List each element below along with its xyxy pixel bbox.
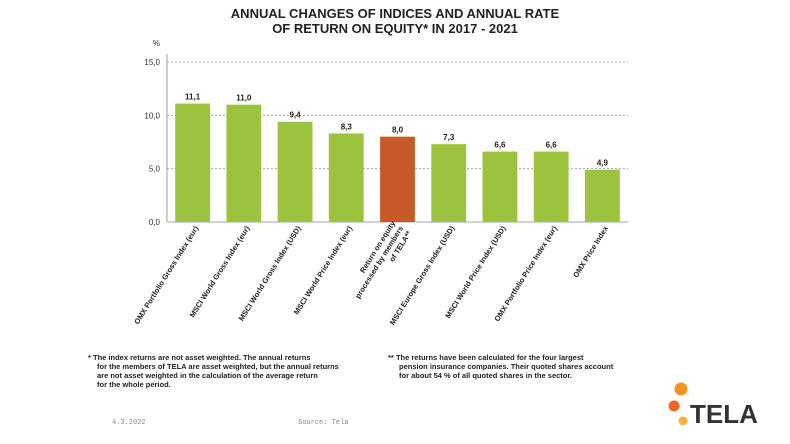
- bar: [431, 144, 467, 222]
- y-axis-label: %: [153, 39, 160, 48]
- data-label: 4,9: [597, 159, 609, 168]
- tela-logo: TELA: [668, 382, 758, 429]
- footnote-right-line: for about 54 % of all quoted shares in t…: [399, 371, 572, 380]
- data-label: 6,6: [494, 141, 506, 150]
- source-label: Source: Tela: [298, 419, 349, 427]
- data-label: 7,3: [443, 133, 455, 142]
- x-tick-label: MSCI World Gross Index (eur): [188, 224, 252, 319]
- footnote-left-line: for the whole period.: [97, 380, 171, 389]
- footnote-right-line: pension insurance companies. Their quote…: [399, 362, 614, 371]
- chart-title-line-1: ANNUAL CHANGES OF INDICES AND ANNUAL RAT…: [230, 6, 560, 21]
- data-label: 11,1: [185, 93, 201, 102]
- bar: [533, 151, 569, 222]
- x-tick-label-line: MSCI World Price Index (USD): [443, 224, 508, 320]
- footnote-left: * The index returns are not asset weight…: [88, 353, 339, 389]
- footnote-left-marker: *: [88, 353, 91, 362]
- chart-title-line-2: OF RETURN ON EQUITY* IN 2017 - 2021: [272, 21, 518, 36]
- bar: [226, 104, 262, 222]
- x-tick-label: OMX Portfolio Price Index (eur): [492, 224, 559, 323]
- footnote-right: ** The returns have been calculated for …: [388, 353, 613, 380]
- footnote-left-line: for the members of TELA are asset weight…: [97, 362, 339, 371]
- data-label: 9,4: [289, 111, 301, 120]
- y-tick-label: 15,0: [144, 58, 160, 67]
- chart-title: ANNUAL CHANGES OF INDICES AND ANNUAL RAT…: [0, 6, 790, 36]
- bar: [380, 136, 415, 222]
- data-label: 6,6: [546, 141, 558, 150]
- y-tick-label: 10,0: [144, 111, 160, 120]
- x-tick-label-line: OMX Price Index: [571, 224, 610, 280]
- x-tick-label: MSCI World Price Index (USD): [443, 224, 508, 320]
- data-label: 8,0: [392, 126, 404, 135]
- x-tick-label-line: OMX Portfolio Price Index (eur): [492, 224, 559, 323]
- logo-dot-top: [674, 382, 688, 396]
- footnote-left-line: The index returns are not asset weighted…: [93, 353, 311, 362]
- y-tick-label: 5,0: [149, 165, 161, 174]
- bar: [328, 133, 364, 222]
- date-label: 4.3.2022: [112, 419, 146, 427]
- x-tick-label: OMX Price Index: [571, 224, 610, 280]
- data-label: 8,3: [341, 122, 353, 131]
- footnote-right-line: The returns have been calculated for the…: [395, 353, 584, 362]
- x-tick-label-line: MSCI World Price Index (eur): [292, 224, 354, 316]
- footnote-left-line: are not asset weighted in the calculatio…: [97, 371, 318, 380]
- bar: [277, 121, 313, 222]
- data-label: 11,0: [236, 94, 252, 103]
- bar: [175, 103, 211, 222]
- logo-dot-bottom: [678, 416, 688, 426]
- logo-dot-left: [668, 400, 680, 412]
- footnote-right-marker: **: [388, 353, 394, 362]
- x-tick-label: MSCI World Price Index (eur): [292, 224, 354, 316]
- logo-text: TELA: [690, 399, 758, 429]
- x-tick-label-line: MSCI World Gross Index (eur): [188, 224, 252, 319]
- y-tick-label: 0,0: [149, 218, 161, 227]
- bar: [482, 151, 518, 222]
- bar: [584, 169, 620, 222]
